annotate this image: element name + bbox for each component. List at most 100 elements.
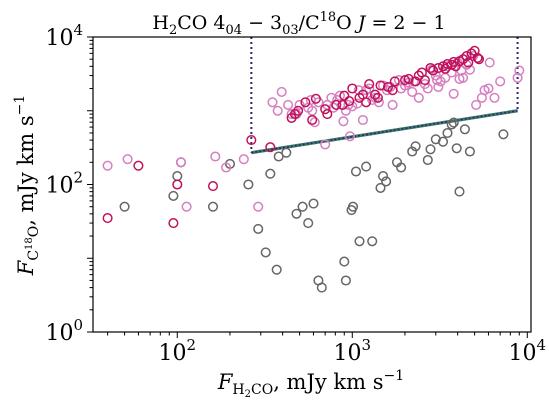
data-point (372, 92, 383, 103)
data-point (375, 80, 386, 91)
x-tick-label: 102 (158, 336, 196, 366)
data-point (338, 116, 349, 127)
data-point (483, 83, 494, 94)
data-point (238, 154, 249, 165)
data-point (410, 76, 421, 87)
data-point (442, 127, 453, 139)
data-point (410, 141, 421, 152)
data-point (310, 93, 321, 104)
data-point (207, 201, 219, 212)
data-point (364, 83, 375, 94)
data-point (334, 90, 345, 101)
data-point (175, 157, 187, 168)
data-point (512, 72, 523, 83)
y-tick-label: 100 (45, 316, 83, 346)
data-point (253, 223, 264, 234)
data-point (489, 92, 500, 103)
data-point (339, 256, 350, 267)
data-point (291, 208, 302, 219)
y-axis-ticks: 100 102 104 (45, 21, 93, 346)
data-point (210, 151, 221, 162)
data-point (350, 166, 362, 177)
data-point (428, 65, 439, 76)
data-point (181, 201, 192, 212)
data-point (276, 86, 287, 97)
data-point (473, 54, 485, 65)
data-point (361, 97, 372, 108)
data-point (461, 51, 472, 62)
data-point (260, 247, 271, 258)
data-point (272, 105, 283, 116)
data-point (422, 154, 433, 166)
data-point (407, 86, 418, 97)
data-point (387, 99, 398, 110)
data-point (370, 89, 381, 100)
data-point (265, 168, 276, 179)
data-point (293, 105, 304, 116)
data-point (433, 81, 444, 93)
data-point (514, 65, 525, 76)
data-point (463, 57, 474, 68)
data-point (253, 201, 264, 212)
data-point (454, 186, 465, 197)
data-point (344, 96, 355, 107)
x-axis-label: FH2CO, mJy km s−1 (217, 368, 404, 400)
data-point (446, 119, 457, 130)
data-point (458, 72, 469, 83)
data-point (320, 139, 331, 150)
data-point (320, 104, 331, 115)
data-point (309, 117, 320, 128)
data-point (102, 213, 113, 224)
data-point (354, 236, 365, 247)
data-point (425, 62, 436, 74)
data-point (433, 62, 444, 74)
data-point (331, 99, 342, 110)
data-point (367, 94, 378, 106)
data-point (207, 181, 219, 192)
data-point (396, 162, 407, 173)
data-point (243, 179, 254, 190)
data-point (419, 75, 430, 86)
data-point (322, 109, 333, 120)
data-point (403, 73, 414, 84)
data-point (437, 136, 449, 147)
data-point (246, 135, 257, 146)
data-point (281, 147, 292, 158)
data-point (378, 171, 389, 182)
data-point (308, 198, 319, 209)
data-point (316, 282, 327, 293)
data-point (221, 162, 232, 173)
data-point (472, 52, 483, 63)
data-point (413, 92, 424, 103)
data-point (361, 161, 372, 172)
data-point (297, 201, 308, 212)
data-point (267, 97, 278, 108)
x-axis-ticks: 102 103 104 (107, 332, 546, 366)
data-point (364, 79, 375, 90)
data-point (168, 218, 179, 229)
data-point (389, 76, 400, 87)
data-point (347, 101, 358, 112)
y-tick-label: 102 (45, 169, 83, 199)
data-point (498, 129, 509, 140)
data-point (122, 154, 133, 165)
data-point (119, 201, 130, 212)
data-point (307, 114, 318, 126)
data-point (347, 83, 358, 94)
data-point (340, 275, 351, 286)
data-point (471, 99, 482, 110)
data-point (271, 264, 282, 275)
data-point (357, 114, 368, 126)
data-point (344, 131, 356, 142)
data-point (407, 146, 418, 157)
data-point (133, 160, 144, 171)
data-point (448, 88, 459, 99)
x-tick-label: 103 (334, 336, 372, 366)
data-point (300, 97, 311, 108)
data-point (464, 64, 475, 75)
data-point (294, 99, 305, 110)
data-point (265, 142, 276, 153)
data-point (464, 146, 475, 157)
data-point (381, 176, 392, 187)
